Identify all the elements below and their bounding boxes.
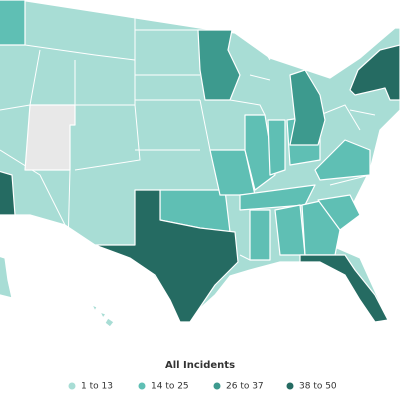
legend-swatch	[138, 382, 146, 390]
state	[267, 119, 286, 176]
state	[197, 29, 241, 101]
hawaii	[91, 304, 115, 328]
state	[0, 0, 26, 46]
state	[299, 254, 389, 323]
state	[0, 170, 16, 216]
legend-swatch	[286, 382, 294, 390]
legend-label: 14 to 25	[151, 382, 189, 392]
states	[0, 0, 400, 328]
alaska	[0, 255, 13, 299]
state	[289, 69, 326, 146]
legend-label: 1 to 13	[81, 382, 113, 392]
legend-label: 26 to 37	[226, 382, 264, 392]
state-no-data	[24, 104, 76, 171]
legend-title: All Incidents	[165, 360, 235, 371]
state	[349, 44, 400, 101]
legend-label: 38 to 50	[299, 382, 337, 392]
state	[274, 204, 306, 256]
state	[314, 139, 371, 181]
legend-swatch	[68, 382, 76, 390]
state	[249, 209, 271, 261]
state	[317, 194, 361, 231]
state	[94, 189, 239, 323]
state	[244, 114, 276, 191]
legend-swatch	[213, 382, 221, 390]
legend: 1 to 13 14 to 25 26 to 37 38 to 50	[68, 382, 337, 392]
